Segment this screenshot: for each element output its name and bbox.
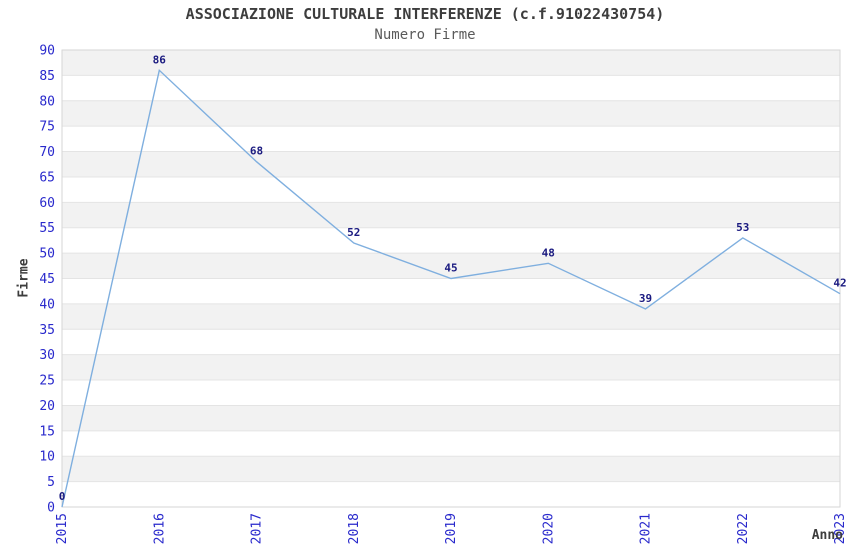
y-tick-label: 10 <box>39 450 55 465</box>
plot-band <box>62 253 840 279</box>
data-point-label: 48 <box>542 246 555 259</box>
plot-band <box>62 354 840 381</box>
y-tick-label: 5 <box>47 475 55 490</box>
y-tick-label: 30 <box>39 348 55 363</box>
y-tick-label: 45 <box>39 272 55 287</box>
plot-band <box>62 303 840 330</box>
x-tick-label: 2022 <box>736 513 751 544</box>
y-tick-label: 25 <box>39 374 55 389</box>
data-point-label: 68 <box>250 145 263 158</box>
y-tick-label: 75 <box>39 120 55 135</box>
plot-band <box>62 50 840 76</box>
y-tick-label: 70 <box>39 145 55 160</box>
chart-title: ASSOCIAZIONE CULTURALE INTERFERENZE (c.f… <box>185 5 665 23</box>
plot-band <box>62 202 840 228</box>
y-tick-label: 60 <box>39 196 55 211</box>
plot-band <box>62 100 840 127</box>
y-tick-label: 15 <box>39 424 55 439</box>
data-point-label: 42 <box>833 277 846 290</box>
x-tick-label: 2020 <box>541 513 556 544</box>
chart-subtitle: Numero Firme <box>374 27 476 43</box>
y-tick-label: 20 <box>39 399 55 414</box>
x-tick-label: 2015 <box>55 513 70 544</box>
x-tick-label: 2021 <box>639 513 654 544</box>
data-point-label: 53 <box>736 221 749 234</box>
y-tick-label: 85 <box>39 69 55 84</box>
y-tick-label: 80 <box>39 94 55 109</box>
x-tick-label: 2019 <box>444 513 459 544</box>
plot-border <box>61 49 841 508</box>
y-tick-label: 50 <box>39 247 55 262</box>
y-tick-label: 35 <box>39 323 55 338</box>
y-axis-title: Firme <box>16 258 32 298</box>
x-tick-label: 2023 <box>833 513 848 544</box>
data-point-label: 39 <box>639 292 652 305</box>
y-tick-label: 0 <box>47 501 55 516</box>
x-tick-label: 2016 <box>152 513 167 544</box>
y-tick-label: 90 <box>39 44 55 59</box>
y-tick-label: 55 <box>39 221 55 236</box>
data-point-label: 0 <box>59 490 66 503</box>
plot-band <box>62 405 840 431</box>
data-point-label: 45 <box>444 262 457 275</box>
data-point-label: 52 <box>347 226 360 239</box>
y-tick-label: 40 <box>39 297 55 312</box>
x-tick-label: 2017 <box>250 513 265 544</box>
y-tick-label: 65 <box>39 170 55 185</box>
x-tick-label: 2018 <box>347 513 362 544</box>
data-point-label: 86 <box>153 53 167 66</box>
plot-band <box>62 151 840 177</box>
series-line <box>61 68 841 508</box>
x-axis-title: Anno <box>811 528 843 543</box>
plot-band <box>62 456 840 482</box>
